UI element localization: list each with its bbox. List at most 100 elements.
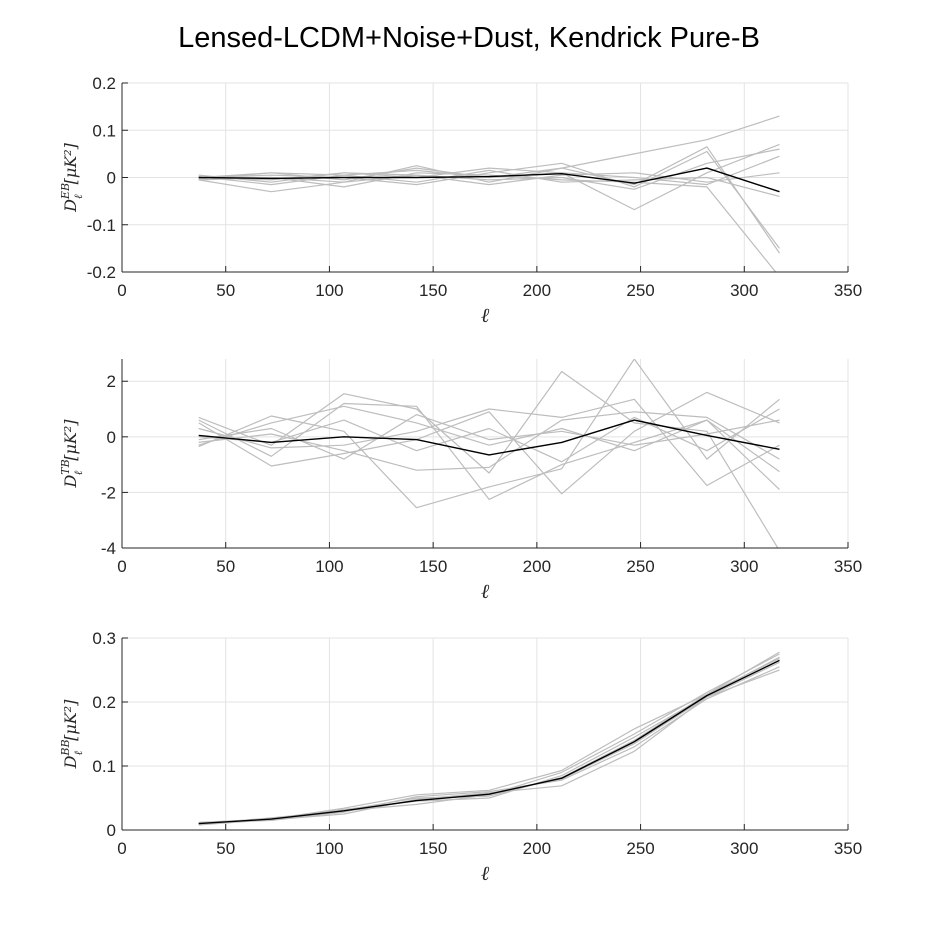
- eb-x-tick: 50: [216, 266, 235, 300]
- eb-x-tick-label: 50: [216, 281, 235, 300]
- tb-y-label-sub: ℓ: [72, 470, 85, 475]
- eb-series-group: [198, 115, 780, 272]
- tb-x-tick-label: 300: [730, 557, 758, 576]
- tb-sim-line-9: [198, 414, 780, 460]
- eb-x-tick-label: 0: [117, 281, 126, 300]
- bb-x-tick: 350: [834, 824, 862, 858]
- eb-y-label-sup: EB: [59, 183, 72, 200]
- bb-y-label-d: D: [61, 755, 80, 769]
- bb-y-tick: 0.3: [92, 629, 128, 648]
- bb-x-tick: 150: [419, 824, 447, 858]
- bb-x-tick: 100: [315, 824, 344, 858]
- eb-y-tick-label: 0.1: [92, 121, 116, 140]
- tb-x-tick: 0: [117, 542, 127, 576]
- eb-sim-line-7: [198, 155, 780, 186]
- eb-y-label-sub: ℓ: [72, 194, 85, 199]
- tb-x-tick-label: 250: [626, 557, 654, 576]
- tb-x-tick-label: 200: [523, 557, 551, 576]
- eb-sim-line-2: [198, 146, 780, 254]
- tb-y-tick: -4: [101, 539, 128, 558]
- figure-title: Lensed-LCDM+Noise+Dust, Kendrick Pure-B: [178, 22, 760, 54]
- bb-x-tick: 300: [730, 824, 758, 858]
- tb-y-tick-label: -2: [101, 483, 116, 502]
- eb-y-tick-label: 0: [107, 169, 116, 188]
- bb-x-axis-label: ℓ: [481, 861, 490, 885]
- tb-series-group: [198, 359, 780, 548]
- eb-mean-line: [198, 167, 780, 193]
- tb-x-tick-label: 350: [834, 557, 862, 576]
- bb-plot-area: [122, 638, 848, 830]
- eb-y-tick-label: 0.2: [92, 74, 116, 93]
- eb-x-tick: 350: [834, 266, 862, 300]
- tb-x-tick: 200: [523, 542, 551, 576]
- bb-y-tick-label: 0.1: [92, 757, 116, 776]
- eb-x-tick-label: 150: [419, 281, 447, 300]
- tb-x-axis-label: ℓ: [481, 579, 490, 603]
- tb-y-tick-label: 0: [107, 428, 116, 447]
- bb-y-label-sub: ℓ: [72, 750, 85, 755]
- bb-y-axis-label: DBBℓ [μK²]: [59, 699, 85, 770]
- tb-sim-line-6: [198, 391, 780, 495]
- eb-y-tick: 0: [107, 169, 128, 188]
- eb-x-tick: 0: [117, 266, 127, 300]
- tb-y-tick: 2: [107, 372, 128, 391]
- eb-y-tick: 0.1: [92, 121, 128, 140]
- bb-y-tick: 0.2: [92, 693, 128, 712]
- eb-x-tick: 150: [419, 266, 447, 300]
- bb-y-tick: 0: [107, 821, 128, 840]
- bb-x-tick: 0: [117, 824, 127, 858]
- tb-sim-line-5: [198, 398, 780, 487]
- bb-y-label-unit: [μK²]: [61, 699, 80, 741]
- bb-x-tick-label: 100: [315, 839, 343, 858]
- panel-bb: 0 50 100 150 200 250 300 35000.10.20.3ℓDBBℓ[μK²…: [59, 629, 862, 885]
- eb-x-tick: 200: [523, 266, 551, 300]
- eb-x-tick-label: 300: [730, 281, 758, 300]
- tb-sim-line-4: [198, 411, 780, 471]
- tb-x-tick: 100: [315, 542, 344, 576]
- bb-y-label-sup: BB: [59, 739, 72, 756]
- eb-y-tick-label: -0.1: [87, 216, 116, 235]
- tb-mean-line: [198, 419, 780, 456]
- bb-mean-line: [198, 659, 780, 825]
- bb-y-tick-label: 0: [107, 821, 116, 840]
- tb-sim-line-8: [198, 408, 780, 463]
- tb-y-tick: 0: [107, 428, 128, 447]
- bb-x-tick: 250: [626, 824, 655, 858]
- eb-x-axis-label: ℓ: [481, 303, 490, 327]
- tb-y-label-sup: TB: [59, 459, 72, 474]
- bb-x-tick-label: 200: [523, 839, 551, 858]
- tb-x-tick: 300: [730, 542, 758, 576]
- eb-y-tick: -0.2: [87, 263, 128, 282]
- eb-x-tick-label: 200: [523, 281, 551, 300]
- eb-x-tick-label: 250: [626, 281, 654, 300]
- tb-y-tick-label: 2: [107, 372, 116, 391]
- eb-y-label-d: D: [61, 199, 80, 213]
- tb-x-tick: 350: [834, 542, 862, 576]
- tb-y-axis-label: DTBℓ [μK²]: [59, 419, 85, 489]
- tb-sim-line-1: [198, 370, 779, 548]
- tb-x-tick: 150: [419, 542, 447, 576]
- eb-y-tick: 0.2: [92, 74, 128, 93]
- tb-x-tick-label: 50: [216, 557, 235, 576]
- bb-x-tick-label: 150: [419, 839, 447, 858]
- eb-sim-line-5: [198, 150, 780, 249]
- panel-eb: 0 50 100 150 200 250 300 350-0.2-0.100.10.2ℓDEB…: [59, 74, 862, 327]
- eb-x-tick: 100: [315, 266, 344, 300]
- bb-y-tick: 0.1: [92, 757, 128, 776]
- eb-sim-line-8: [198, 169, 780, 197]
- tb-x-tick: 250: [626, 542, 655, 576]
- eb-y-label-unit: [μK²]: [61, 142, 80, 184]
- bb-y-tick-label: 0.2: [92, 693, 116, 712]
- bb-x-tick: 50: [216, 824, 235, 858]
- tb-x-tick-label: 0: [117, 557, 126, 576]
- eb-y-tick: -0.1: [87, 216, 128, 235]
- tb-sim-line-2: [198, 359, 780, 509]
- bb-sim-line-4: [198, 666, 780, 824]
- eb-x-tick: 250: [626, 266, 655, 300]
- eb-x-tick: 300: [730, 266, 758, 300]
- bb-x-tick-label: 0: [117, 839, 126, 858]
- bb-y-tick-label: 0.3: [92, 629, 116, 648]
